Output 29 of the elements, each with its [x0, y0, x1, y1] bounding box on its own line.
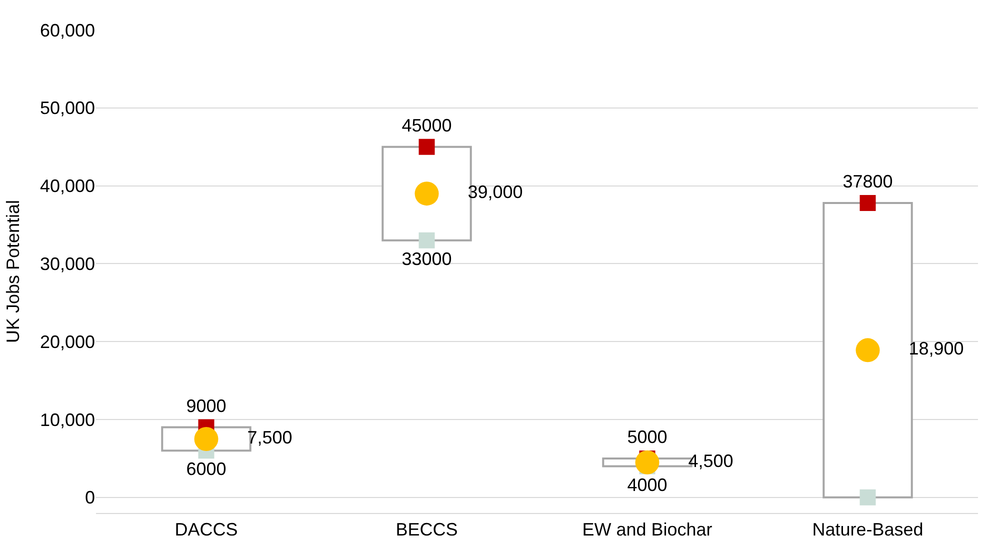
- y-tick-label: 20,000: [40, 332, 95, 352]
- x-tick-label: Nature-Based: [812, 520, 924, 540]
- y-tick-label: 30,000: [40, 254, 95, 274]
- x-tick-label: DACCS: [174, 520, 238, 540]
- point: [860, 489, 876, 506]
- y-tick-label: 10,000: [40, 410, 95, 430]
- x-tick-label: EW and Biochar: [582, 520, 712, 540]
- y-axis-title: UK Jobs Potential: [3, 200, 24, 344]
- point: [418, 138, 435, 155]
- data-label: 39,000: [442, 182, 523, 202]
- point: [418, 232, 435, 248]
- x-tick-label: BECCS: [396, 520, 458, 540]
- data-label: 4,500: [663, 450, 734, 471]
- data-label: 4000: [627, 474, 668, 495]
- data-label: 5000: [627, 426, 668, 447]
- point: [860, 194, 876, 211]
- point: [635, 450, 660, 474]
- data-label: 45000: [402, 115, 452, 136]
- point: [856, 338, 880, 362]
- data-label: 9000: [186, 396, 226, 416]
- y-tick-label: 0: [84, 488, 95, 508]
- data-label: 7,500: [222, 427, 292, 448]
- y-tick-label: 40,000: [40, 176, 95, 196]
- y-tick-label: 50,000: [40, 98, 95, 118]
- data-label: 18,900: [884, 338, 964, 359]
- data-label: 33000: [402, 248, 452, 269]
- data-label: 37800: [842, 171, 893, 192]
- data-label: 6000: [186, 459, 226, 480]
- y-tick-label: 60,000: [40, 20, 95, 40]
